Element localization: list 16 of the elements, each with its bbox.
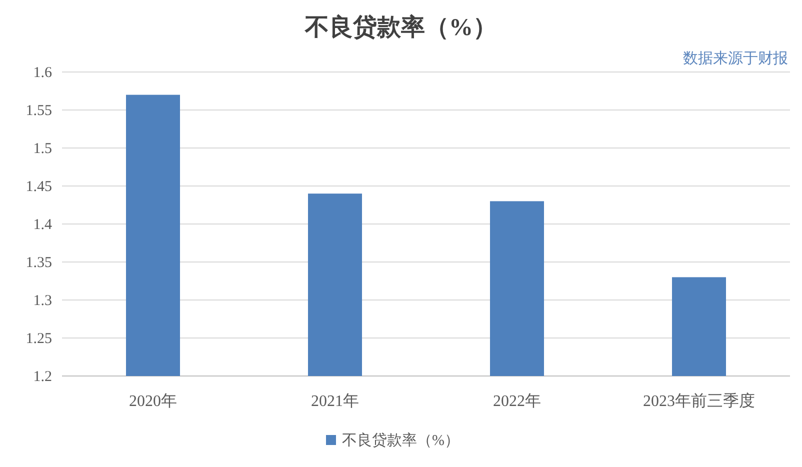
chart-title: 不良贷款率（%） xyxy=(304,14,497,41)
y-tick-label: 1.55 xyxy=(26,103,52,119)
y-tick-label: 1.6 xyxy=(33,65,52,81)
y-tick-label: 1.5 xyxy=(33,141,52,157)
legend-label: 不良贷款率（%） xyxy=(342,432,460,449)
x-tick-label: 2023年前三季度 xyxy=(643,392,755,410)
x-tick-label: 2021年 xyxy=(311,393,359,410)
y-tick-label: 1.25 xyxy=(26,331,52,347)
y-tick-label: 1.3 xyxy=(33,293,52,309)
text: 数据来源于财报 xyxy=(683,50,788,67)
y-tick-label: 1.2 xyxy=(33,369,52,385)
x-tick-label: 2022年 xyxy=(493,393,541,410)
y-tick-label: 1.4 xyxy=(33,217,52,233)
y-tick-label: 1.35 xyxy=(26,255,52,271)
x-tick-label: 2020年 xyxy=(129,393,177,410)
y-tick-label: 1.45 xyxy=(26,179,52,195)
